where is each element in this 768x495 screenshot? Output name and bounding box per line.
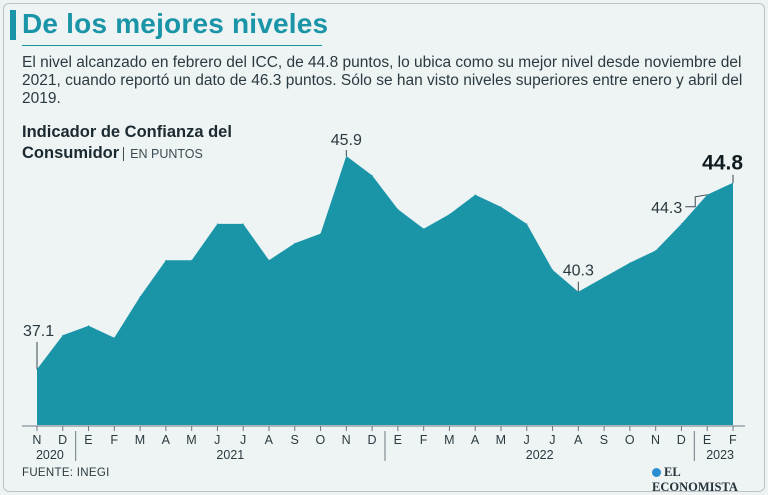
x-tick-label: D: [677, 433, 686, 447]
x-tick-label: E: [84, 433, 93, 447]
x-tick-label: O: [316, 433, 326, 447]
x-tick-label: E: [394, 433, 403, 447]
x-tick-label: M: [135, 433, 146, 447]
data-point: [526, 223, 528, 225]
data-point: [268, 259, 270, 261]
title-accent-bar: [10, 10, 16, 40]
title-rule: [22, 45, 322, 46]
data-point: [242, 223, 244, 225]
data-point: [191, 259, 193, 261]
data-point: [603, 276, 605, 278]
x-tick-label: J: [214, 433, 221, 447]
year-label: 2021: [216, 448, 244, 462]
x-tick-label: F: [420, 433, 428, 447]
x-tick-label: O: [625, 433, 635, 447]
logo-text: EL ECONOMISTA: [652, 465, 738, 494]
x-tick-label: J: [523, 433, 530, 447]
area-series: [37, 156, 733, 425]
x-tick-label: M: [186, 433, 197, 447]
annotation-leader: [685, 194, 708, 208]
x-tick-label: A: [265, 433, 274, 447]
chart-unit: EN PUNTOS: [123, 147, 203, 161]
x-tick-label: D: [367, 433, 376, 447]
data-point: [88, 325, 90, 327]
year-label: 2023: [706, 448, 734, 462]
annotation-label: 44.3: [651, 200, 682, 217]
description-text: El nivel alcanzado en febrero del ICC, d…: [22, 54, 743, 107]
data-point: [62, 334, 64, 336]
logo-globe-icon: [652, 468, 661, 477]
x-tick-label: A: [574, 433, 583, 447]
data-point: [680, 223, 682, 225]
x-tick-label: M: [496, 433, 507, 447]
x-tick-label: N: [342, 433, 351, 447]
data-point: [629, 262, 631, 264]
x-tick-label: S: [600, 433, 609, 447]
chart-title-line-1: Indicador de Confianza del: [22, 123, 232, 141]
data-point: [165, 259, 167, 261]
data-point: [448, 213, 450, 215]
data-point: [423, 228, 425, 230]
x-tick-label: E: [703, 433, 712, 447]
data-point: [500, 206, 502, 208]
x-tick-label: F: [729, 433, 737, 447]
year-label: 2022: [526, 448, 554, 462]
x-tick-label: N: [32, 433, 41, 447]
x-tick-label: A: [471, 433, 480, 447]
publisher-logo: EL ECONOMISTA: [652, 465, 768, 495]
year-label: 2020: [36, 448, 64, 462]
data-point: [397, 208, 399, 210]
latest-value-label: 44.8: [702, 152, 743, 175]
data-point: [655, 250, 657, 251]
data-point: [294, 242, 296, 244]
data-point: [371, 174, 373, 176]
chart-title-block: Indicador de Confianza del Consumidor EN …: [22, 122, 232, 165]
x-tick-label: D: [58, 433, 67, 447]
x-tick-label: N: [651, 433, 660, 447]
x-tick-label: J: [240, 433, 247, 447]
x-tick-label: J: [549, 433, 556, 447]
chart-title-line-2: Consumidor EN PUNTOS: [22, 144, 203, 162]
x-tick-label: A: [162, 433, 171, 447]
data-point: [216, 223, 218, 225]
data-point: [113, 337, 115, 339]
x-tick-label: S: [290, 433, 299, 447]
x-tick-label: M: [444, 433, 455, 447]
data-point: [474, 194, 476, 196]
page-title: De los mejores niveles: [22, 8, 329, 39]
source-note: FUENTE: INEGI: [22, 467, 110, 479]
annotation-label: 40.3: [563, 263, 594, 280]
data-point: [552, 269, 554, 271]
annotation-label: 37.1: [23, 323, 54, 340]
x-tick-label: F: [110, 433, 118, 447]
annotation-label: 45.9: [331, 132, 362, 149]
data-point: [139, 296, 141, 298]
data-point: [320, 233, 322, 235]
